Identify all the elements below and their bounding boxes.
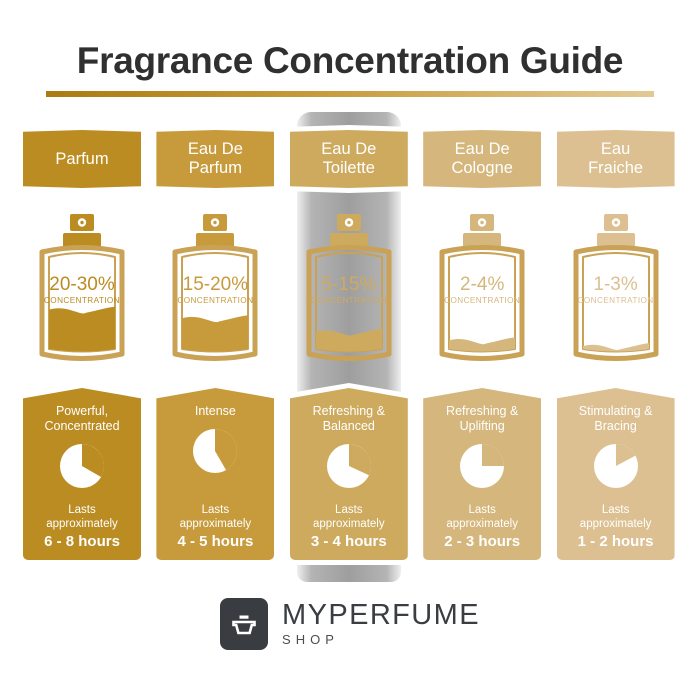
bottle-eau-de-parfum: 15-20% CONCENTRATION [156,212,274,364]
longevity-pie-chart [191,427,239,480]
descriptor-text: Refreshing & Balanced [312,404,385,433]
descriptor-text: Powerful, Concentrated [44,404,120,433]
duration-value: 2 - 3 hours [444,533,521,550]
detail-card-eau-fraiche: Stimulating & Bracing Lasts approximately … [556,388,675,560]
bottle-eau-de-cologne: 2-4% CONCENTRATION [423,212,541,364]
card-body: Refreshing & Balanced Lasts approximately … [289,388,408,560]
title-divider [46,91,654,97]
duration-value: 3 - 4 hours [310,533,387,550]
descriptor-text: Stimulating & Bracing [578,404,653,433]
detail-card-eau-de-toilette: Refreshing & Balanced Lasts approximately … [284,383,413,565]
card-footer: Lasts approximately 1 - 2 hours [557,503,675,550]
longevity-pie-chart [58,442,106,495]
category-label: Eau De Toilette [289,130,408,188]
lasts-label: Lasts approximately [179,504,252,530]
category-label-text: Parfum [55,149,109,168]
category-label: Eau De Parfum [156,130,275,188]
lasts-label: Lasts approximately [579,504,652,530]
category-label: Eau De Cologne [423,130,542,188]
category-label: Eau Fraiche [556,130,675,188]
brand-logo: MYPERFUME SHOP [0,598,700,650]
category-label-text: Eau De Cologne [451,140,513,177]
card-footer: Lasts approximately 6 - 8 hours [23,503,141,550]
brand-tagline: SHOP [282,632,339,647]
column-eau-de-parfum: Eau De Parfum 15-20% CONCENTRATION [156,0,275,700]
bottle-eau-fraiche: 1-3% CONCENTRATION [557,212,675,364]
card-body: Intense Lasts approximately 4 - 5 hours [156,388,275,560]
page-title: Fragrance Concentration Guide [76,40,624,81]
detail-card-parfum: Powerful, Concentrated Lasts approximately… [23,388,141,560]
duration-value: 1 - 2 hours [577,533,654,550]
card-footer: Lasts approximately 3 - 4 hours [290,503,408,550]
brand-name: MYPERFUME [282,599,480,631]
column-eau-fraiche: Eau Fraiche 1-3% CONCENTRATION [556,0,675,700]
column-eau-de-toilette: Eau De Toilette 5-15% CONCENTRATION [284,0,413,700]
category-label-text: Eau Fraiche [588,140,644,177]
lasts-label: Lasts approximately [446,504,518,530]
detail-card-eau-de-parfum: Intense Lasts approximately 4 - 5 hours [156,388,275,560]
lasts-label: Lasts approximately [313,504,385,530]
category-label-text: Eau De Toilette [321,140,377,177]
label-plaque-eau-de-parfum: Eau De Parfum [156,130,275,188]
longevity-pie-chart [325,442,373,495]
card-body: Stimulating & Bracing Lasts approximately … [556,388,675,560]
descriptor-text: Refreshing & Uplifting [446,404,519,433]
card-body: Refreshing & Uplifting Lasts approximately… [423,388,542,560]
perfume-bottle-icon [220,598,269,650]
label-plaque-parfum: Parfum [23,130,141,188]
label-plaque-eau-fraiche: Eau Fraiche [556,130,675,188]
category-label: Parfum [23,130,141,188]
longevity-pie-chart [592,442,640,495]
brand-wordmark: MYPERFUME SHOP [282,600,480,648]
bottle-parfum: 20-30% CONCENTRATION [23,212,141,364]
card-footer: Lasts approximately 4 - 5 hours [156,503,274,550]
category-label-text: Eau De Parfum [187,140,243,177]
duration-value: 4 - 5 hours [177,533,254,550]
card-footer: Lasts approximately 2 - 3 hours [423,503,541,550]
column-parfum: Parfum 20-30% CONCENTRATION [23,0,141,700]
label-plaque-eau-de-cologne: Eau De Cologne [423,130,542,188]
descriptor-text: Intense [194,404,236,418]
label-plaque-eau-de-toilette: Eau De Toilette [284,125,413,193]
duration-value: 6 - 8 hours [44,533,120,550]
column-eau-de-cologne: Eau De Cologne 2-4% CONCENTRATION [423,0,542,700]
bottle-eau-de-toilette: 5-15% CONCENTRATION [290,212,408,364]
card-body: Powerful, Concentrated Lasts approximately… [23,388,141,560]
detail-card-eau-de-cologne: Refreshing & Uplifting Lasts approximately… [423,388,542,560]
longevity-pie-chart [458,442,506,495]
lasts-label: Lasts approximately [46,504,118,530]
